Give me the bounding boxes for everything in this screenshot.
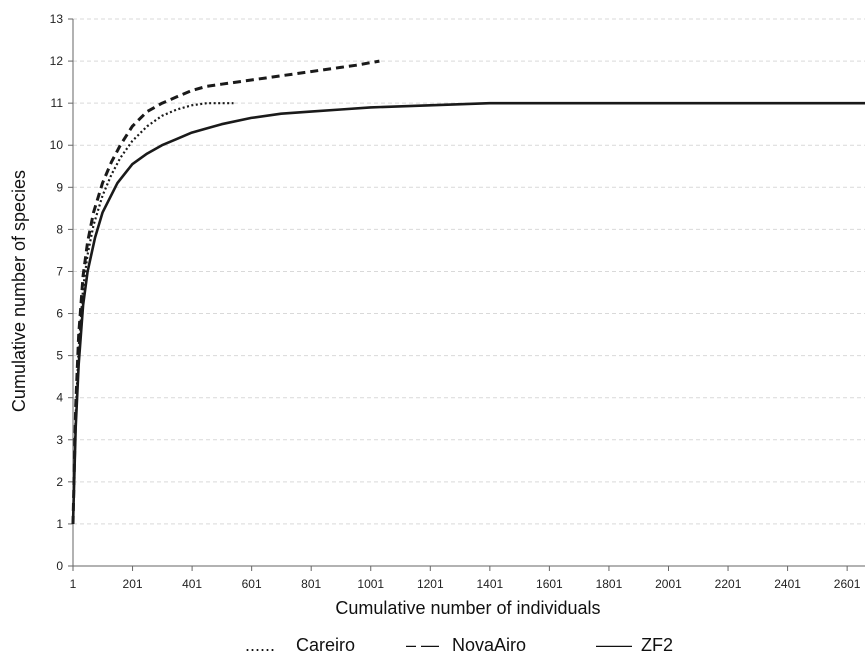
x-tick-label: 401 xyxy=(182,577,202,591)
legend-marker-zf2: —— xyxy=(596,635,632,655)
x-axis-title: Cumulative number of individuals xyxy=(335,598,600,618)
x-tick-label: 2001 xyxy=(655,577,682,591)
series-lines xyxy=(71,59,865,524)
x-tick-label: 2401 xyxy=(774,577,801,591)
y-tick-label: 8 xyxy=(56,222,63,236)
axes xyxy=(72,19,865,567)
y-tick-label: 4 xyxy=(56,391,63,405)
x-tick-label: 1801 xyxy=(596,577,623,591)
y-tick-label: 2 xyxy=(56,475,63,489)
y-tick-label: 10 xyxy=(50,138,64,152)
x-tick-label: 2601 xyxy=(834,577,861,591)
y-tick-label: 12 xyxy=(50,54,64,68)
x-tick-label: 801 xyxy=(301,577,321,591)
legend-item-careiro: ...... Careiro xyxy=(245,635,355,655)
y-axis-title: Cumulative number of species xyxy=(9,170,29,412)
y-tick-label: 1 xyxy=(56,517,63,531)
y-tick-label: 5 xyxy=(56,349,63,363)
x-tick-label: 1601 xyxy=(536,577,563,591)
legend-label-careiro: Careiro xyxy=(296,635,355,655)
legend-marker-novaairo: – — xyxy=(406,635,439,655)
x-tick-label: 1201 xyxy=(417,577,444,591)
legend-label-zf2: ZF2 xyxy=(641,635,673,655)
legend: ...... Careiro – — NovaAiro —— ZF2 xyxy=(245,635,673,655)
y-tick-label: 11 xyxy=(51,96,64,110)
y-tick-label: 6 xyxy=(56,307,63,321)
series-line-zf2 xyxy=(71,101,865,524)
x-tick-label: 1401 xyxy=(476,577,503,591)
x-tick-label: 1 xyxy=(70,577,77,591)
x-tick-label: 1001 xyxy=(357,577,384,591)
x-tick-labels: 1 201 401 601 801 1001 1201 1401 1601 1801 2001 220… xyxy=(70,566,861,591)
x-tick-label: 2201 xyxy=(715,577,742,591)
y-tick-label: 7 xyxy=(56,264,63,278)
series-line-novaairo xyxy=(71,59,380,524)
y-tick-label: 13 xyxy=(50,12,64,26)
y-tick-label: 0 xyxy=(56,559,63,573)
y-tick-label: 3 xyxy=(56,433,63,447)
legend-marker-careiro: ...... xyxy=(245,635,275,655)
x-tick-label: 201 xyxy=(123,577,143,591)
y-tick-label: 9 xyxy=(56,180,63,194)
legend-label-novaairo: NovaAiro xyxy=(452,635,526,655)
x-tick-label: 601 xyxy=(242,577,262,591)
gridlines xyxy=(73,18,865,525)
legend-item-novaairo: – — NovaAiro xyxy=(406,635,526,655)
legend-item-zf2: —— ZF2 xyxy=(596,635,673,655)
